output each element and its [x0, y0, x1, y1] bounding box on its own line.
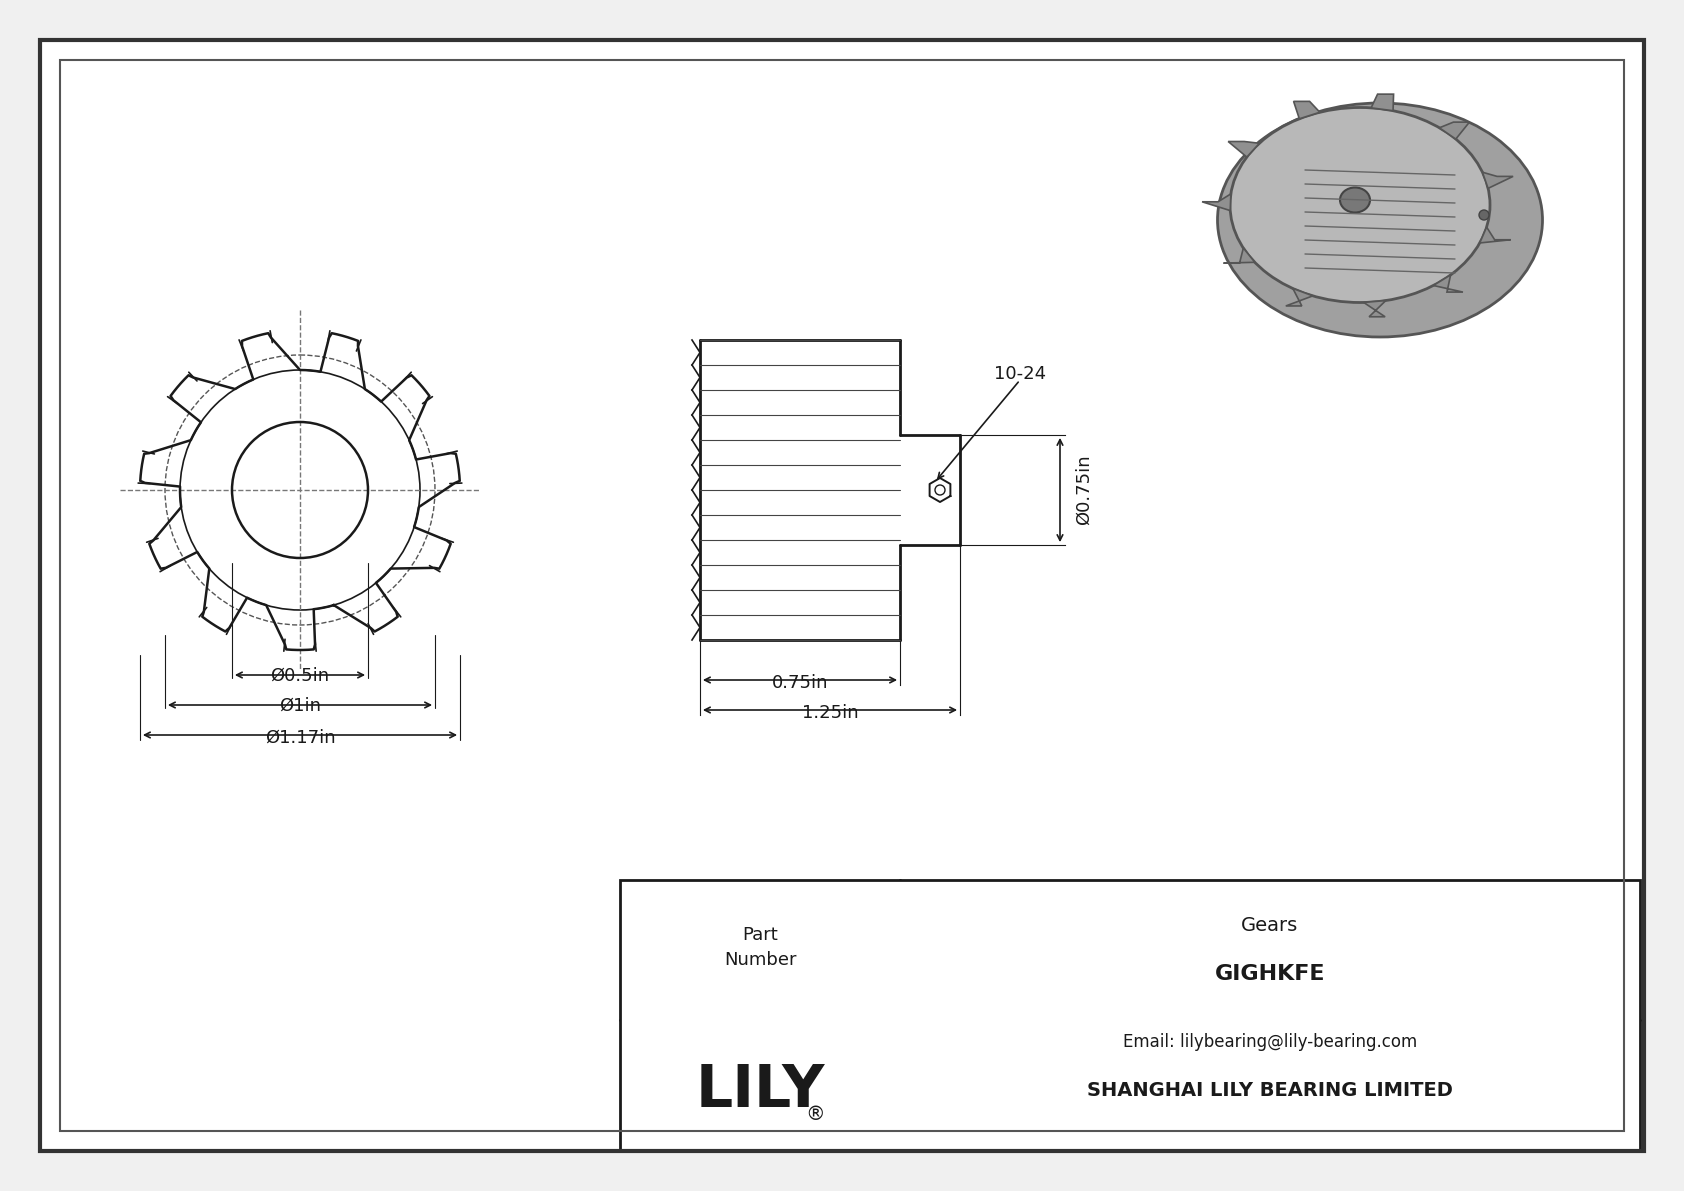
- Ellipse shape: [1218, 102, 1543, 337]
- Ellipse shape: [1340, 187, 1371, 212]
- Polygon shape: [1440, 123, 1470, 139]
- Text: Ø1in: Ø1in: [280, 697, 322, 715]
- Polygon shape: [1364, 300, 1386, 317]
- Polygon shape: [1224, 248, 1255, 263]
- Bar: [620, 880, 1640, 1151]
- Text: GIGHKFE: GIGHKFE: [1214, 965, 1325, 985]
- Text: Ø0.75in: Ø0.75in: [1074, 455, 1093, 525]
- Polygon shape: [1202, 194, 1231, 211]
- Text: 0.75in: 0.75in: [771, 674, 829, 692]
- Text: Gears: Gears: [1241, 916, 1298, 935]
- Text: LILY: LILY: [695, 1062, 825, 1120]
- Text: Ø1.17in: Ø1.17in: [264, 729, 335, 747]
- Text: 10-24: 10-24: [994, 364, 1046, 384]
- Polygon shape: [1371, 94, 1394, 111]
- Polygon shape: [1287, 288, 1314, 306]
- Polygon shape: [1480, 227, 1511, 243]
- Text: ®: ®: [805, 1105, 825, 1124]
- Text: 1.25in: 1.25in: [802, 704, 859, 722]
- Text: Ø0.5in: Ø0.5in: [271, 667, 330, 685]
- Text: Email: lilybearing@lily-bearing.com: Email: lilybearing@lily-bearing.com: [1123, 1033, 1418, 1050]
- Polygon shape: [1228, 142, 1260, 157]
- Text: SHANGHAI LILY BEARING LIMITED: SHANGHAI LILY BEARING LIMITED: [1088, 1081, 1453, 1100]
- Text: Part
Number: Part Number: [724, 925, 797, 969]
- Bar: [61, 60, 1623, 1131]
- Polygon shape: [1433, 275, 1463, 292]
- Polygon shape: [1293, 101, 1320, 119]
- Circle shape: [1479, 210, 1489, 220]
- Ellipse shape: [1229, 107, 1490, 303]
- Polygon shape: [1482, 173, 1512, 188]
